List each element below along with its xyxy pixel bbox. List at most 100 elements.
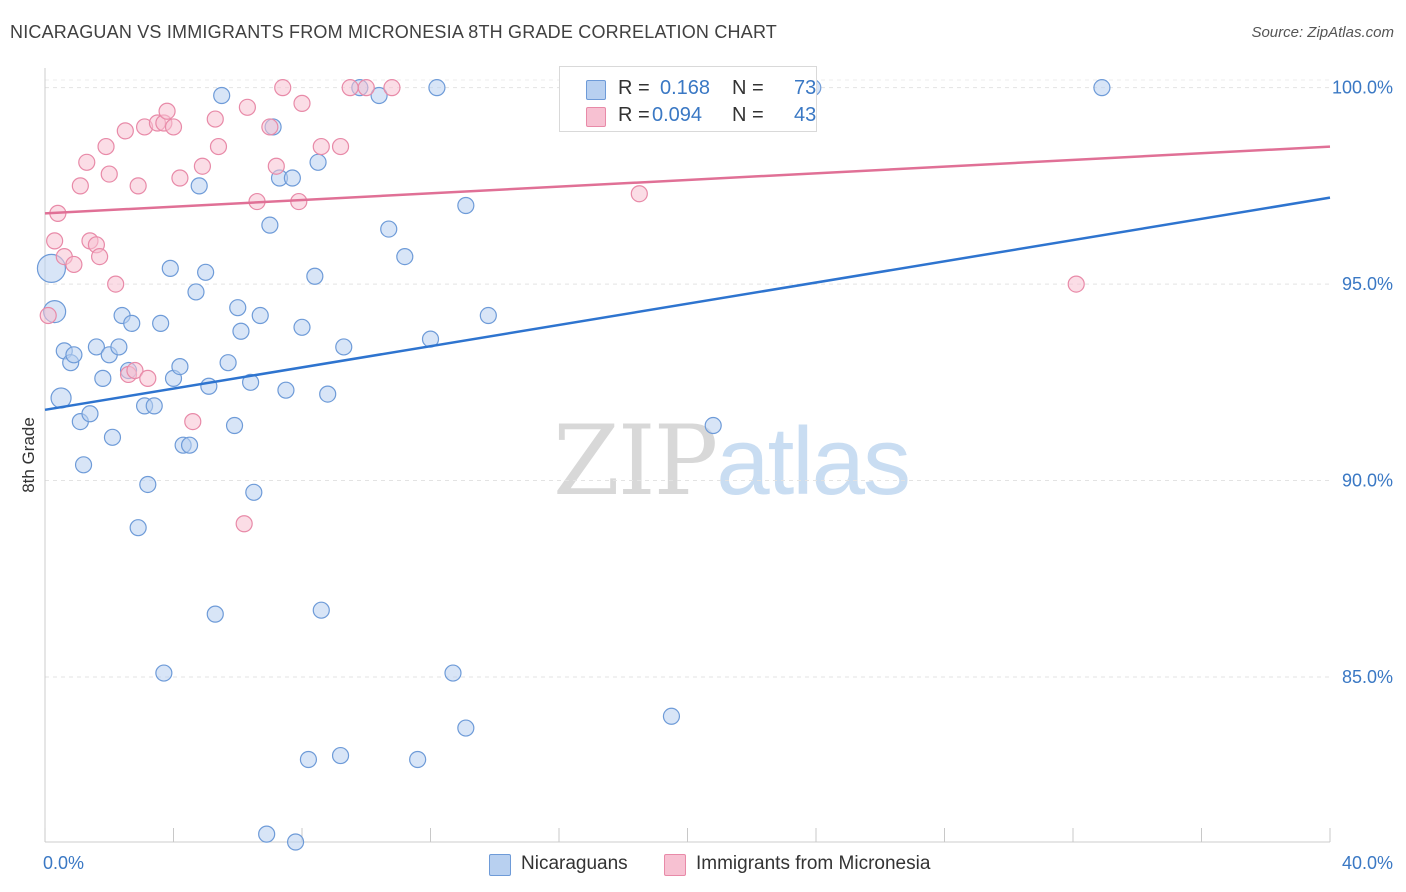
nicaraguans-point: [123, 314, 141, 332]
micronesia-point: [171, 169, 189, 187]
nicaraguans-point: [335, 338, 353, 356]
micronesia-point: [39, 306, 57, 325]
micronesia-point: [630, 185, 648, 203]
nicaraguans-point: [277, 381, 295, 399]
bottom-legend-swatch-micronesia: [664, 854, 686, 876]
nicaraguans-point: [171, 357, 189, 376]
micronesia-point: [267, 157, 285, 175]
nicaraguans-point: [94, 369, 112, 387]
x-tick-label: 0.0%: [43, 853, 84, 873]
micronesia-point: [184, 413, 202, 431]
nicaraguans-point: [380, 220, 398, 238]
watermark-atlas: atlas: [716, 408, 911, 515]
nicaraguans-point: [331, 746, 350, 765]
nicaraguans-point: [293, 318, 311, 336]
nicaraguans-point: [232, 322, 250, 340]
micronesia-point: [91, 247, 109, 266]
nicaraguans-point: [479, 306, 497, 325]
micronesia-point: [193, 157, 212, 175]
nicaraguans-point: [457, 719, 475, 737]
nicaraguans-point: [155, 664, 173, 682]
bottom-legend-label-nicaraguans: Nicaraguans: [521, 853, 628, 874]
nicaraguans-point: [1093, 79, 1111, 97]
nicaraguans-point: [161, 259, 179, 277]
nicaraguans-point: [306, 267, 324, 285]
nicaraguans-point: [81, 405, 99, 423]
nicaraguans-point: [206, 605, 224, 623]
chart-title: NICARAGUAN VS IMMIGRANTS FROM MICRONESIA…: [10, 22, 778, 42]
correlation-legend: R = 0.168 N = 73 R = 0.094 N = 43: [559, 66, 817, 132]
nicaraguans-point: [225, 416, 244, 435]
nicaraguans-point: [396, 247, 414, 266]
legend-swatch-micronesia: [586, 107, 606, 127]
nicaraguans-point: [139, 475, 157, 494]
legend-n-value-nicaraguans: 73: [794, 76, 817, 99]
nicaraguans-point: [251, 306, 269, 325]
nicaraguans-point: [258, 825, 276, 843]
nicaraguans-point: [704, 416, 722, 435]
nicaraguans-point: [65, 346, 83, 364]
micronesia-point: [107, 275, 125, 293]
legend-n-label: N =: [732, 103, 764, 126]
micronesia-point: [357, 79, 375, 97]
nicaraguans-point: [662, 707, 681, 725]
nicaraguans-point: [457, 196, 475, 215]
micronesia-point: [341, 79, 359, 97]
nicaraguans-point: [103, 428, 122, 446]
nicaraguans-point: [286, 833, 305, 851]
micronesia-point: [139, 369, 157, 387]
micronesia-point: [126, 361, 144, 380]
watermark-zip: ZIP: [553, 405, 718, 517]
y-tick-label: 90.0%: [1342, 471, 1393, 491]
legend-r-value-nicaraguans: 0.168: [660, 76, 711, 99]
watermark: ZIPatlas: [553, 405, 911, 517]
legend-n-value-micronesia: 43: [794, 103, 817, 126]
micronesia-point: [331, 137, 350, 156]
nicaraguans-point: [180, 436, 199, 454]
nicaraguans-point: [312, 601, 330, 619]
micronesia-point: [383, 79, 401, 97]
nicaraguans-point: [261, 216, 279, 234]
micronesia-point: [235, 515, 253, 533]
x-tick-label: 40.0%: [1342, 853, 1393, 873]
nicaraguans-point: [152, 314, 170, 332]
y-tick-label: 95.0%: [1342, 274, 1393, 294]
legend-r-value-micronesia: 0.094: [652, 103, 703, 126]
micronesia-point: [293, 94, 311, 112]
micronesia-point: [65, 255, 83, 274]
nicaraguans-point: [370, 86, 388, 105]
nicaraguans-point: [190, 177, 208, 195]
source-credit: Source: ZipAtlas.com: [1251, 24, 1394, 41]
nicaraguans-point: [299, 750, 318, 769]
nicaraguans-point: [245, 483, 263, 501]
nicaraguans-point: [110, 338, 128, 356]
y-axis-title: 8th Grade: [19, 417, 38, 493]
bottom-legend-label-micronesia: Immigrants from Micronesia: [696, 853, 931, 874]
micronesia-point: [1067, 275, 1085, 293]
micronesia-point: [164, 118, 183, 136]
micronesia-point: [46, 232, 64, 250]
micronesia-point: [261, 118, 279, 136]
micronesia-point: [312, 137, 330, 156]
nicaraguans-point: [444, 664, 462, 682]
nicaraguans-point: [428, 79, 446, 97]
micronesia-point: [206, 110, 224, 128]
legend-n-label: N =: [732, 76, 764, 99]
nicaraguans-point: [197, 263, 215, 281]
nicaraguans-point: [219, 354, 237, 372]
micronesia-point: [71, 177, 89, 195]
micronesia-point: [209, 137, 228, 156]
nicaraguans-point: [145, 397, 163, 415]
nicaraguans-point: [187, 283, 205, 301]
nicaraguans-point: [129, 519, 147, 537]
nicaraguans-point: [319, 385, 337, 403]
y-tick-label: 100.0%: [1332, 78, 1393, 98]
micronesia-point: [116, 122, 134, 140]
micronesia-point: [78, 153, 96, 171]
micronesia-point: [274, 79, 292, 97]
nicaraguans-point: [229, 299, 247, 317]
legend-r-label: R =: [618, 103, 650, 126]
nicaraguans-point: [309, 153, 327, 171]
micronesia-point: [97, 137, 115, 156]
legend-swatch-nicaraguans: [586, 80, 606, 100]
